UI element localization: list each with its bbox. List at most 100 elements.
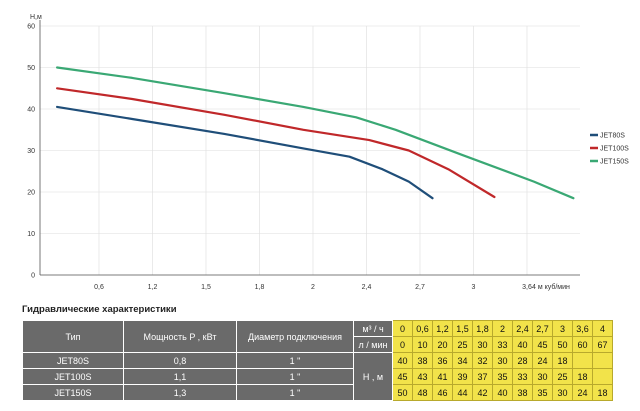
x-tick-label: 0,6 xyxy=(94,284,104,291)
row-type: JET100S xyxy=(22,368,124,385)
head-cell xyxy=(592,368,613,385)
head-cell: 34 xyxy=(452,352,473,369)
head-cell: 42 xyxy=(472,384,493,401)
lmin-cell: 0 xyxy=(392,336,413,353)
head-cell: 18 xyxy=(572,368,593,385)
row-diameter: 1 " xyxy=(236,384,354,401)
head-cell: 35 xyxy=(492,368,513,385)
head-cell: 36 xyxy=(432,352,453,369)
series-line-jet150s xyxy=(56,66,575,200)
head-cell: 38 xyxy=(512,384,533,401)
chart-series xyxy=(56,66,575,200)
m3h-cell: 4 xyxy=(592,320,613,337)
col-diameter-header: Диаметр подключения xyxy=(236,320,354,353)
head-cell xyxy=(592,352,613,369)
lmin-cell: 50 xyxy=(552,336,573,353)
y-tick-label: 40 xyxy=(27,107,35,114)
legend-label: JET100S xyxy=(600,146,629,153)
head-cell: 38 xyxy=(412,352,433,369)
x-tick-label: 1,2 xyxy=(148,284,158,291)
m3h-cell: 2 xyxy=(492,320,513,337)
table-row: JET150S 1,3 1 " 50 48 46 44 42 40 38 35 … xyxy=(22,384,613,401)
m3h-cell: 1,2 xyxy=(432,320,453,337)
head-cell: 24 xyxy=(572,384,593,401)
head-cell: 48 xyxy=(412,384,433,401)
head-cell: 25 xyxy=(552,368,573,385)
head-cell: 41 xyxy=(432,368,453,385)
m3h-cell: 3,6 xyxy=(572,320,593,337)
lmin-cell: 30 xyxy=(472,336,493,353)
head-cell: 45 xyxy=(392,368,413,385)
row-power: 1,1 xyxy=(123,368,237,385)
head-cell: 40 xyxy=(492,384,513,401)
unit-m3h: м³ / ч xyxy=(353,320,393,337)
table-title: Гидравлические характеристики xyxy=(22,304,177,315)
lmin-cell: 67 xyxy=(592,336,613,353)
row-power: 1,3 xyxy=(123,384,237,401)
legend-label: JET80S xyxy=(600,133,625,140)
y-tick-label: 20 xyxy=(27,190,35,197)
head-cell: 50 xyxy=(392,384,413,401)
unit-lmin: л / мин xyxy=(353,336,393,353)
col-power-header: Мощность P , кВт xyxy=(123,320,237,353)
unit-hm: Н , м xyxy=(353,352,393,401)
x-tick-label: 1,5 xyxy=(201,284,211,291)
m3h-cell: 2,7 xyxy=(532,320,553,337)
head-cell: 30 xyxy=(552,384,573,401)
head-cell: 24 xyxy=(532,352,553,369)
m3h-cell: 1,5 xyxy=(452,320,473,337)
head-cell: 18 xyxy=(592,384,613,401)
head-cell: 35 xyxy=(532,384,553,401)
x-axis-unit-label: 4 м куб/мин xyxy=(532,283,570,291)
lmin-cell: 25 xyxy=(452,336,473,353)
head-cell: 33 xyxy=(512,368,533,385)
y-tick-label: 50 xyxy=(27,65,35,72)
head-cell xyxy=(572,352,593,369)
x-tick-label: 2,7 xyxy=(415,284,425,291)
head-cell: 32 xyxy=(472,352,493,369)
x-tick-label: 3,6 xyxy=(522,284,532,291)
head-cell: 37 xyxy=(472,368,493,385)
chart-axes: 0,6 1,2 1,5 1,8 2 2,4 2,7 3 3,6 0 10 20 30 40 50 60 xyxy=(27,20,580,291)
head-cell: 30 xyxy=(532,368,553,385)
lmin-cell: 10 xyxy=(412,336,433,353)
lmin-cell: 60 xyxy=(572,336,593,353)
x-tick-label: 2 xyxy=(311,284,315,291)
col-type-header: Тип xyxy=(22,320,124,353)
series-line-jet80s xyxy=(56,105,434,200)
head-cell: 40 xyxy=(392,352,413,369)
y-tick-label: 60 xyxy=(27,24,35,31)
head-cell: 44 xyxy=(452,384,473,401)
m3h-cell: 0,6 xyxy=(412,320,433,337)
head-cell: 30 xyxy=(492,352,513,369)
row-diameter: 1 " xyxy=(236,368,354,385)
y-tick-label: 10 xyxy=(27,231,35,238)
m3h-cell: 2,4 xyxy=(512,320,533,337)
row-power: 0,8 xyxy=(123,352,237,369)
table-row: JET100S 1,1 1 " 45 43 41 39 37 35 33 30 … xyxy=(22,368,613,385)
legend-label: JET150S xyxy=(600,159,629,166)
lmin-cell: 40 xyxy=(512,336,533,353)
row-diameter: 1 " xyxy=(236,352,354,369)
row-type: JET150S xyxy=(22,384,124,401)
x-tick-label: 3 xyxy=(472,284,476,291)
head-cell: 28 xyxy=(512,352,533,369)
series-line-jet100s xyxy=(56,87,496,199)
head-cell: 43 xyxy=(412,368,433,385)
m3h-cell: 1,8 xyxy=(472,320,493,337)
head-cell: 39 xyxy=(452,368,473,385)
lmin-cell: 20 xyxy=(432,336,453,353)
table-row-m3h: Тип Мощность P , кВт Диаметр подключения… xyxy=(22,320,613,353)
lmin-cell: 33 xyxy=(492,336,513,353)
y-tick-label: 30 xyxy=(27,148,35,155)
pump-curve-chart: 0,6 1,2 1,5 1,8 2 2,4 2,7 3 3,6 0 10 20 30 40 50 60 JET… xyxy=(27,14,629,291)
m3h-cell: 0 xyxy=(392,320,413,337)
chart-legend: JET80S JET100S JET150S xyxy=(590,133,629,166)
x-tick-label: 2,4 xyxy=(362,284,372,291)
m3h-cell: 3 xyxy=(552,320,573,337)
table-row: JET80S 0,8 1 " Н , м 40 38 36 34 32 30 2… xyxy=(22,352,613,401)
head-cell: 18 xyxy=(552,352,573,369)
y-tick-label: 0 xyxy=(31,273,35,280)
y-axis-label: Н,м xyxy=(30,14,42,21)
hydraulic-spec-table: Тип Мощность P , кВт Диаметр подключения… xyxy=(22,320,613,401)
